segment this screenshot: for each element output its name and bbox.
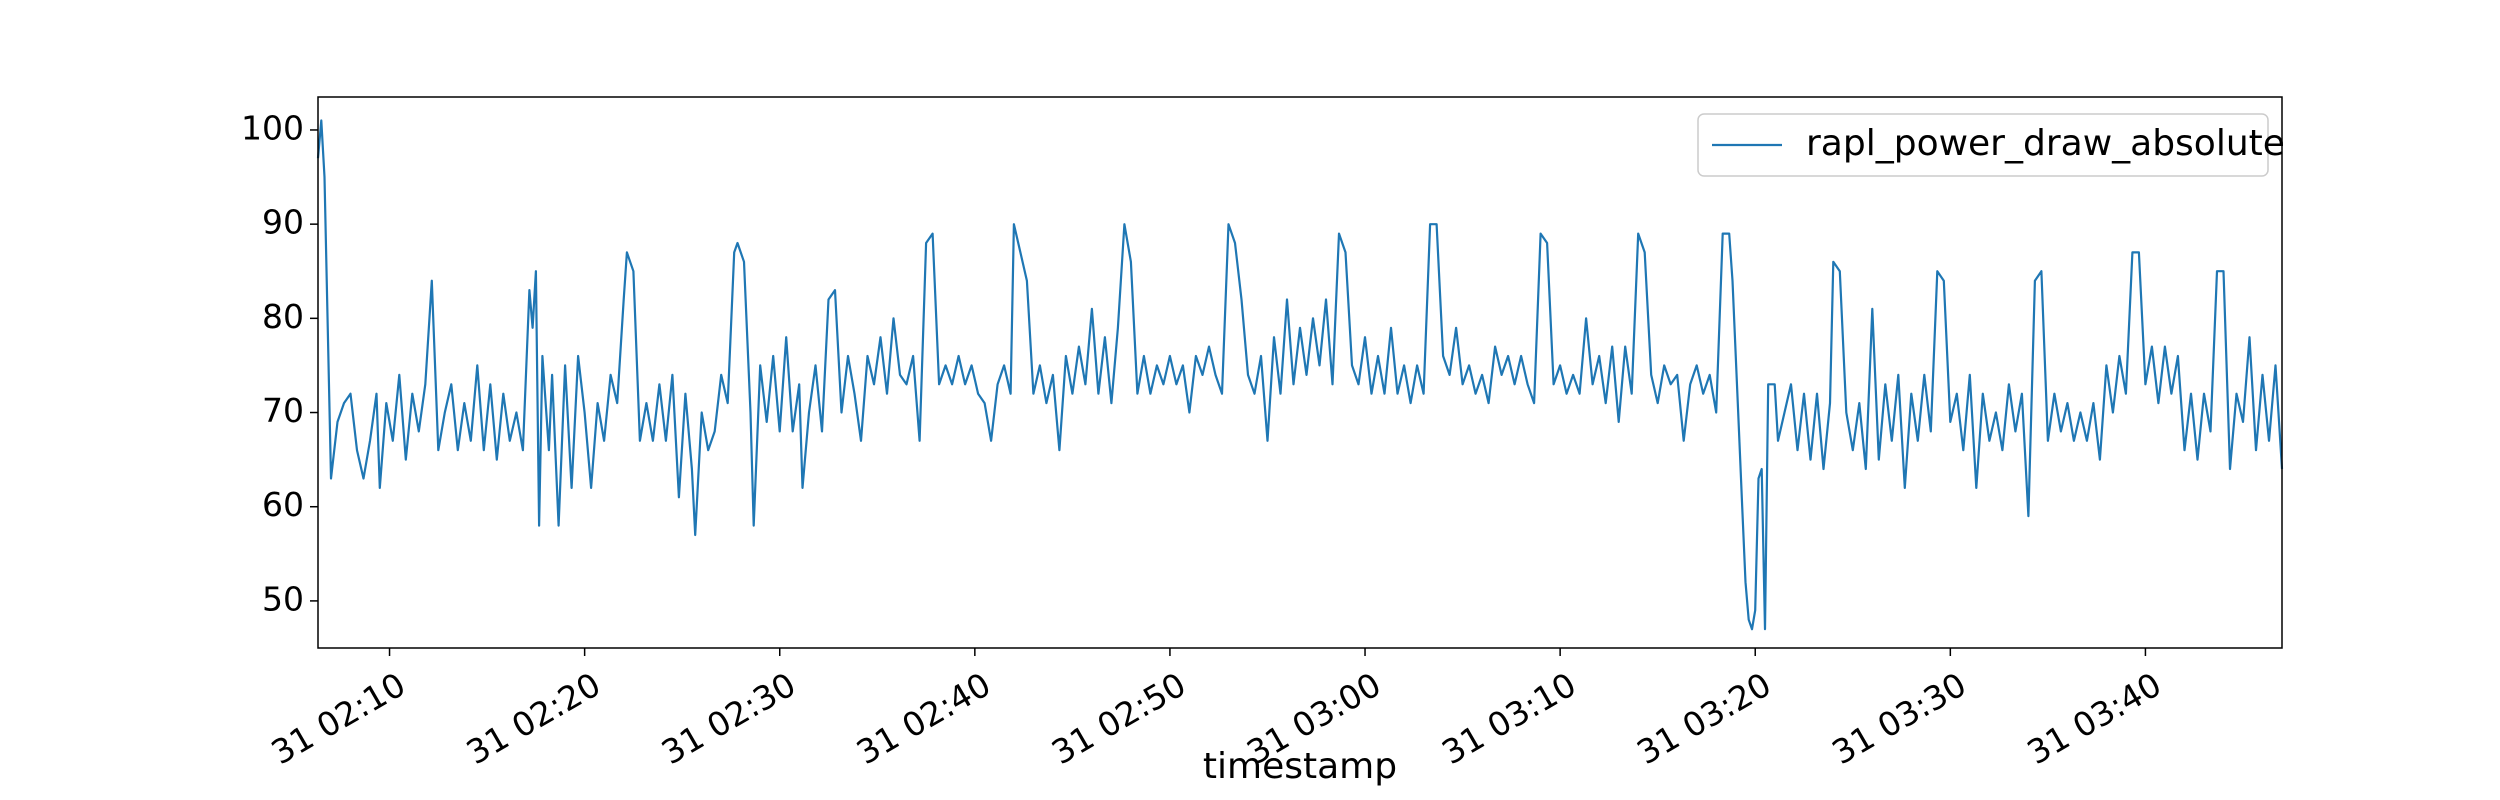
y-tick-label: 70 xyxy=(262,391,304,430)
y-tick-label: 80 xyxy=(262,297,304,336)
x-axis-title: timestamp xyxy=(1203,746,1397,787)
y-tick-label: 90 xyxy=(262,203,304,242)
y-tick-label: 100 xyxy=(241,108,304,147)
plot-area xyxy=(316,119,2284,631)
y-tick-label: 50 xyxy=(262,579,304,618)
y-tick-label: 60 xyxy=(262,485,304,524)
legend-box xyxy=(1697,113,2269,177)
plot-frame xyxy=(317,96,2283,649)
series-line-0 xyxy=(316,119,2284,631)
y-axis: 50 60 70 80 90 100 xyxy=(241,108,318,618)
legend-label: rapl_power_draw_absolute xyxy=(1806,123,2285,164)
legend: rapl_power_draw_absolute xyxy=(1697,113,2285,177)
